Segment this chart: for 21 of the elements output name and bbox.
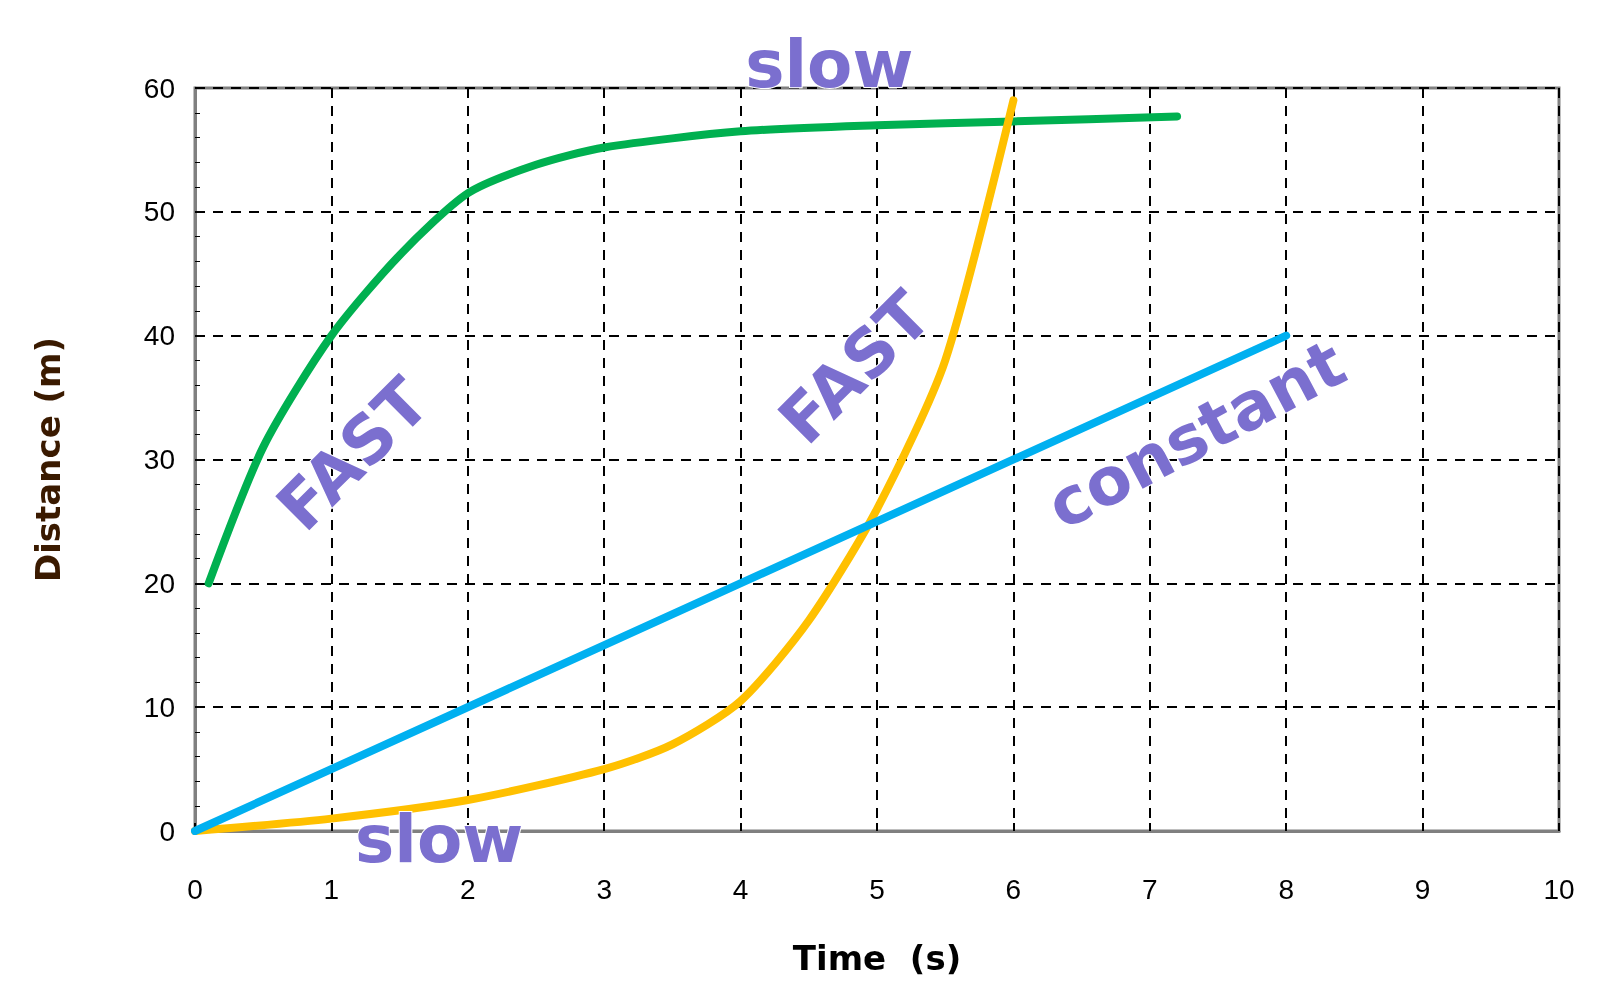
x-tick-label: 2 [460,873,476,905]
y-tick-label: 60 [143,72,175,104]
x-tick-label: 8 [1278,873,1294,905]
x-tick-label: 9 [1414,873,1431,905]
y-tick-label: 50 [143,196,175,228]
y-tick-label: 40 [143,320,175,352]
y-axis-title: Distance (m) [28,336,68,583]
x-axis-title: Time (s) [792,938,962,978]
y-tick-label: 20 [143,567,175,599]
x-tick-label: 1 [323,873,340,905]
x-tick-label: 10 [1543,873,1575,905]
y-tick-label: 0 [159,815,175,847]
x-tick-label: 4 [732,873,749,905]
x-tick-label: 6 [1005,873,1022,905]
x-tick-label: 7 [1142,873,1158,905]
x-tick-label: 0 [187,873,203,905]
x-tick-label: 3 [596,873,612,905]
y-tick-label: 10 [143,691,175,723]
annotation: slow [745,25,914,103]
y-tick-label: 30 [143,444,175,475]
x-tick-label: 5 [869,873,885,905]
